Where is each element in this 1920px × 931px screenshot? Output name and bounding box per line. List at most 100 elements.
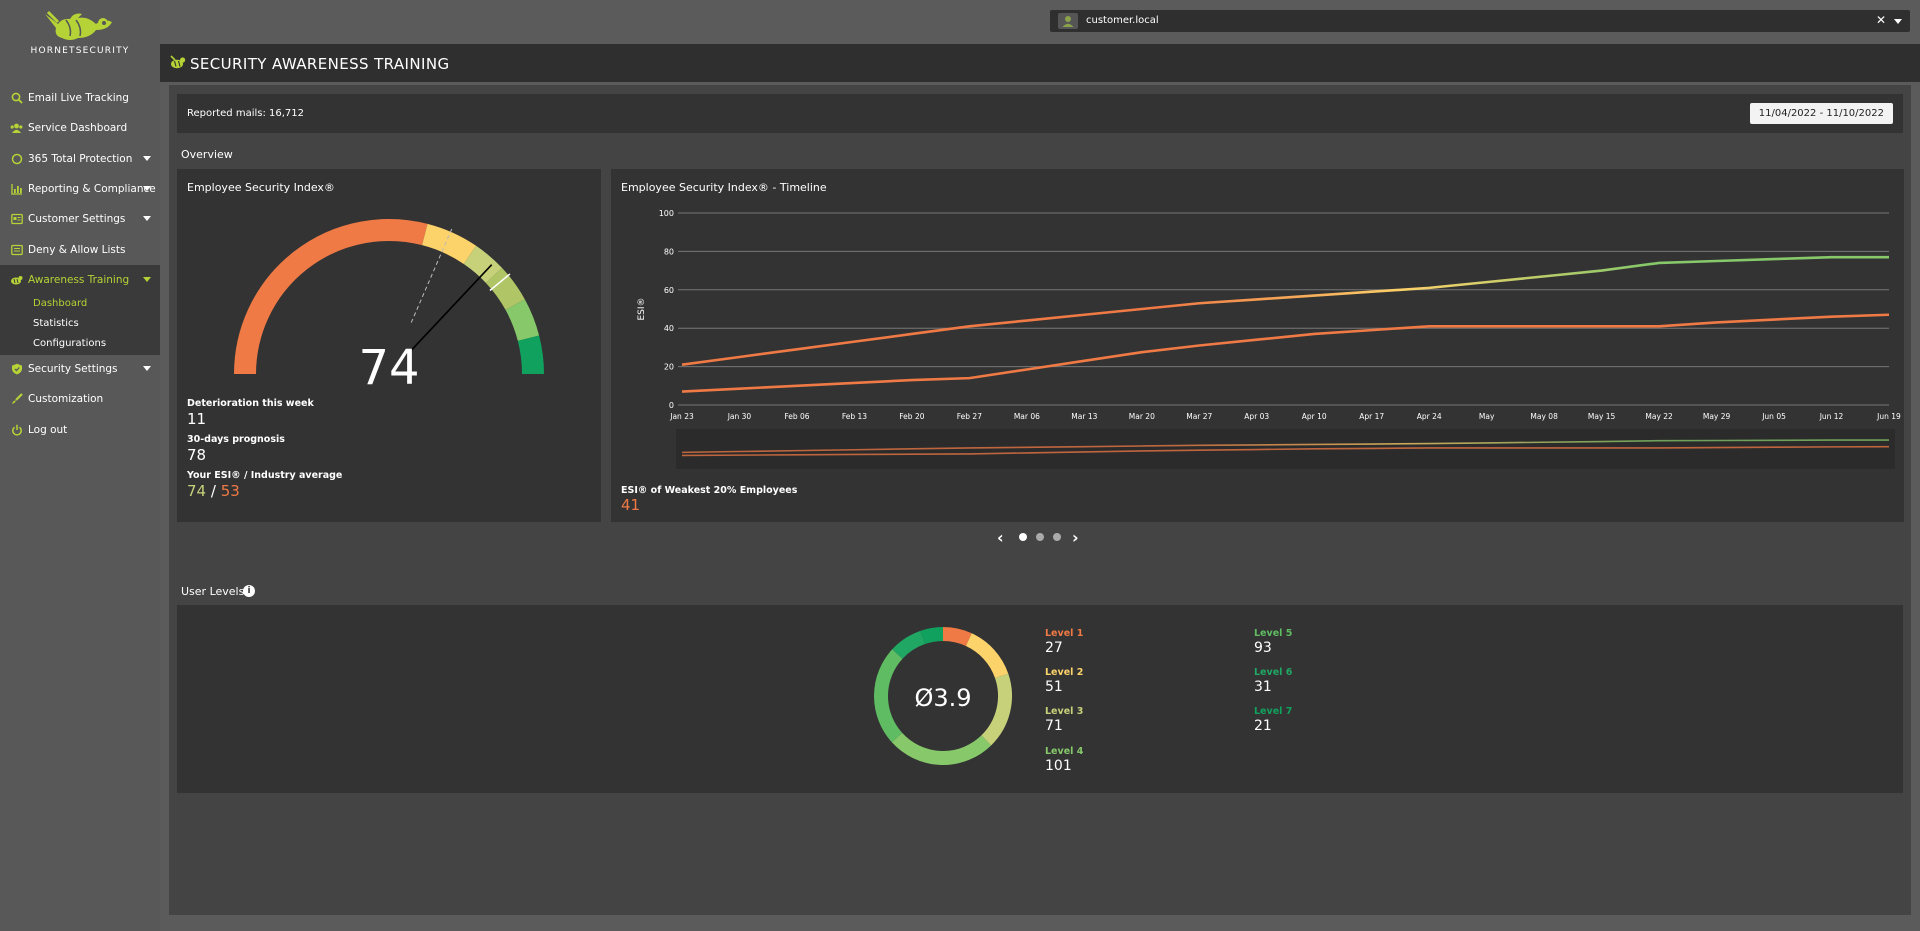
x-tick-label: May 29 [1703,412,1731,421]
hornet-icon [170,55,186,74]
sidebar-item-label: Reporting & Compliance [28,183,156,195]
esi-compare-separator: / [210,482,216,500]
x-tick-label: Jan 23 [669,412,694,421]
sidebar-item-security-settings[interactable]: Security Settings [0,354,160,384]
esi-timeline-chart[interactable]: 0 20 40 60 80 100 ESI® Jan 23 Jan 30 Feb 06 Feb 13… [611,169,1904,469]
shield-icon [10,363,23,376]
y-tick-label: 100 [659,209,674,218]
customer-avatar [1058,13,1078,29]
user-levels-card: Ø3.9 Level 1 27 Level 2 51 Level 3 71 Le… [177,605,1903,793]
gauge-band-3 [463,245,502,284]
series-line-1 [681,255,1889,366]
user-levels-donut [874,627,1012,765]
gauge-band-2 [421,223,477,265]
level-2-value: 51 [1045,679,1063,695]
x-tick-label: Feb 27 [957,412,982,421]
x-tick-label: Mar 13 [1071,412,1097,421]
gauge-prognosis-tick [489,273,511,292]
x-tick-label: Feb 13 [842,412,867,421]
carousel-dot-2[interactable] [1036,533,1044,541]
esi-gauge [234,219,544,375]
sidebar-item-label: Customer Settings [28,213,126,225]
x-tick-label: Feb 20 [899,412,924,421]
list-icon [10,244,23,257]
x-tick-label: Jun 12 [1819,412,1844,421]
x-tick-label: May 22 [1645,412,1673,421]
power-icon [10,424,23,437]
y-tick-label: 40 [664,324,674,333]
carousel-dot-3[interactable] [1053,533,1061,541]
sidebar: HORNETSECURITY Email Live Tracking Servi… [0,0,160,931]
sidebar-item-deny-allow-lists[interactable]: Deny & Allow Lists [0,235,160,265]
sidebar-item-reporting-compliance[interactable]: Reporting & Compliance [0,174,160,204]
y-tick-label: 60 [664,286,674,295]
level-7-label: Level 7 [1254,706,1293,717]
sidebar-item-label: 365 Total Protection [28,153,133,165]
navigator-line-1 [681,439,1889,454]
y-tick-label: 0 [669,401,674,410]
donut-slice-level-1 [942,627,972,647]
donut-slice-level-3 [981,673,1012,746]
sidebar-subitem-dashboard[interactable]: Dashboard [33,298,88,309]
sidebar-item-customization[interactable]: Customization [0,384,160,414]
level-5-label: Level 5 [1254,628,1293,639]
clear-icon[interactable]: ✕ [1875,13,1886,27]
gauge-band-5 [505,299,540,342]
carousel-dot-1[interactable] [1019,533,1027,541]
level-6-label: Level 6 [1254,667,1293,678]
donut-slice-level-7 [920,627,944,645]
brush-icon [10,393,23,406]
sidebar-item-awareness-training[interactable]: Awareness Training [0,265,160,295]
overview-heading: Overview [181,148,233,161]
your-esi-value: 74 [187,482,207,500]
gauge-previous-line [410,228,453,324]
x-tick-label: May 15 [1588,412,1616,421]
gauge-band-4 [485,267,525,311]
donut-slice-level-5 [874,649,903,743]
esi-compare-label: Your ESI® / Industry average [187,470,343,481]
donut-slice-level-4 [891,732,992,765]
esi-compare-value: 74 / 53 [187,482,240,500]
level-4-value: 101 [1045,758,1072,774]
date-range-picker[interactable]: 11/04/2022 - 11/10/2022 [1749,103,1893,124]
sidebar-item-label: Log out [28,424,68,436]
settings-card-icon [10,213,23,226]
x-tick-label: Jun 19 [1876,412,1901,421]
x-tick-label: Jun 05 [1761,412,1786,421]
sidebar-item-365-total-protection[interactable]: 365 Total Protection [0,144,160,174]
x-tick-label: Mar 27 [1186,412,1212,421]
y-tick-label: 20 [664,363,674,372]
hornetsecurity-logo[interactable] [0,8,160,68]
carousel-prev-button[interactable]: ‹ [997,528,1004,547]
sidebar-item-label: Email Live Tracking [28,92,129,104]
carousel-next-button[interactable]: › [1072,528,1079,547]
sidebar-item-label: Service Dashboard [28,122,128,134]
chevron-down-icon[interactable] [1894,19,1902,24]
sidebar-item-log-out[interactable]: Log out [0,415,160,445]
sidebar-item-customer-settings[interactable]: Customer Settings [0,204,160,234]
sidebar-subitem-configurations[interactable]: Configurations [33,338,107,349]
navigator-line-2 [681,445,1890,457]
sidebar-item-service-dashboard[interactable]: Service Dashboard [0,113,160,143]
page-title: SECURITY AWARENESS TRAINING [190,55,450,73]
series-line-2 [681,313,1890,393]
sidebar-item-label: Customization [28,393,104,405]
esi-card: Employee Security Index® 74 Deterioratio… [177,169,601,522]
sidebar-item-email-live-tracking[interactable]: Email Live Tracking [0,83,160,113]
donut-slice-level-2 [965,633,1009,679]
customer-name: customer.local [1086,15,1159,26]
weakest-label: ESI® of Weakest 20% Employees [621,485,798,496]
level-1-label: Level 1 [1045,628,1084,639]
customer-select[interactable]: customer.local ✕ [1050,10,1910,32]
info-icon[interactable]: i [243,585,255,597]
x-tick-label: Apr 24 [1417,412,1442,421]
circle-icon [10,153,23,166]
chevron-down-icon [143,366,151,371]
sidebar-item-label: Security Settings [28,363,118,375]
chart-icon [10,183,23,196]
search-icon [10,92,23,105]
sidebar-subitem-statistics[interactable]: Statistics [33,318,79,329]
y-tick-label: 80 [664,247,674,256]
chevron-down-icon [143,186,151,191]
industry-average-value: 53 [220,482,240,500]
